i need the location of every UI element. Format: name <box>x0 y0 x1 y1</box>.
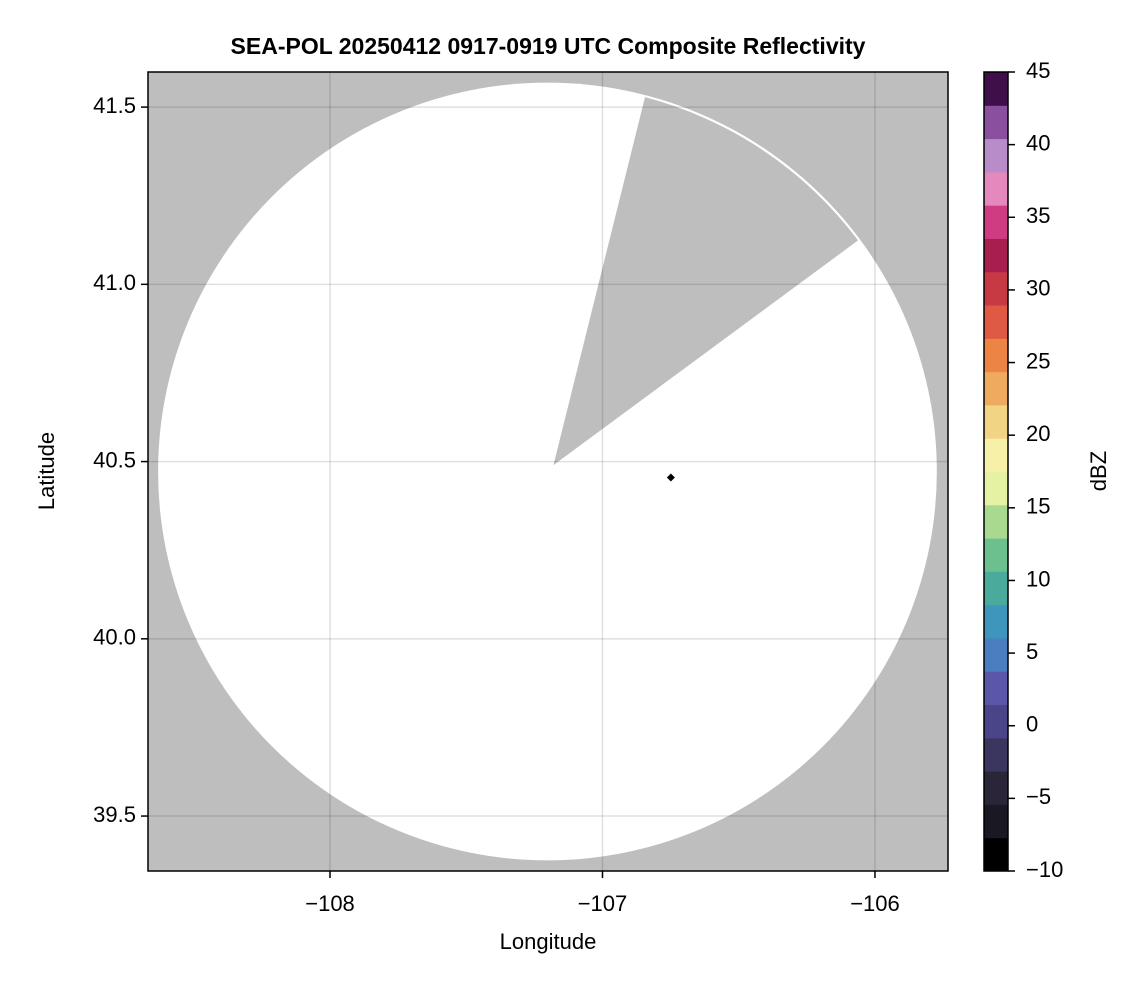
y-tick-label: 40.0 <box>93 625 136 650</box>
x-axis-label: Longitude <box>500 929 597 954</box>
colorbar-swatch <box>984 105 1008 140</box>
y-axis-label: Latitude <box>34 432 59 510</box>
colorbar-swatch <box>984 704 1008 739</box>
colorbar-swatch <box>984 371 1008 406</box>
y-tick-label: 39.5 <box>93 802 136 827</box>
colorbar-swatch <box>984 637 1008 672</box>
colorbar-swatch <box>984 604 1008 639</box>
colorbar-swatch <box>984 837 1008 872</box>
y-tick-label: 40.5 <box>93 447 136 472</box>
colorbar-swatch <box>984 671 1008 706</box>
colorbar-swatch <box>984 804 1008 839</box>
colorbar-tick-label: 5 <box>1026 639 1038 664</box>
chart-title: SEA-POL 20250412 0917-0919 UTC Composite… <box>231 33 866 59</box>
plot-frame <box>147 71 949 872</box>
x-tick-label: −108 <box>305 891 355 916</box>
y-tick-label: 41.0 <box>93 270 136 295</box>
colorbar-frame <box>983 71 1009 872</box>
colorbar-swatch <box>984 438 1008 472</box>
colorbar-tick-label: 40 <box>1026 130 1050 155</box>
colorbar-swatch <box>984 338 1008 373</box>
colorbar-swatch <box>984 171 1008 206</box>
colorbar-swatch <box>984 771 1008 805</box>
x-tick-label: −107 <box>578 891 628 916</box>
blocked-sector <box>553 97 859 466</box>
x-tick-label: −106 <box>850 891 900 916</box>
colorbar-tick-label: 45 <box>1026 58 1050 83</box>
colorbar-tick-label: 35 <box>1026 203 1050 228</box>
colorbar-swatch <box>984 72 1008 106</box>
colorbar-label: dBZ <box>1086 451 1111 491</box>
y-tick-label: 41.5 <box>93 93 136 118</box>
colorbar-swatch <box>984 138 1008 173</box>
colorbar-swatch <box>984 305 1008 339</box>
colorbar-tick-label: −5 <box>1026 784 1051 809</box>
colorbar-tick-label: 30 <box>1026 276 1050 301</box>
radar-marker <box>666 473 675 482</box>
colorbar-swatch <box>984 471 1008 506</box>
colorbar-tick-label: 10 <box>1026 566 1050 591</box>
colorbar-swatch <box>984 238 1008 273</box>
colorbar-swatch <box>984 271 1008 306</box>
colorbar-swatch <box>984 737 1008 772</box>
colorbar-swatch <box>984 404 1008 439</box>
colorbar-swatch <box>984 205 1008 239</box>
colorbar-swatch <box>984 538 1008 572</box>
colorbar-tick-label: 20 <box>1026 421 1050 446</box>
colorbar-tick-label: 15 <box>1026 494 1050 519</box>
colorbar-tick-label: 25 <box>1026 348 1050 373</box>
colorbar-tick-label: −10 <box>1026 857 1063 882</box>
colorbar-swatch <box>984 571 1008 606</box>
colorbar-tick-label: 0 <box>1026 712 1038 737</box>
colorbar-swatch <box>984 504 1008 539</box>
